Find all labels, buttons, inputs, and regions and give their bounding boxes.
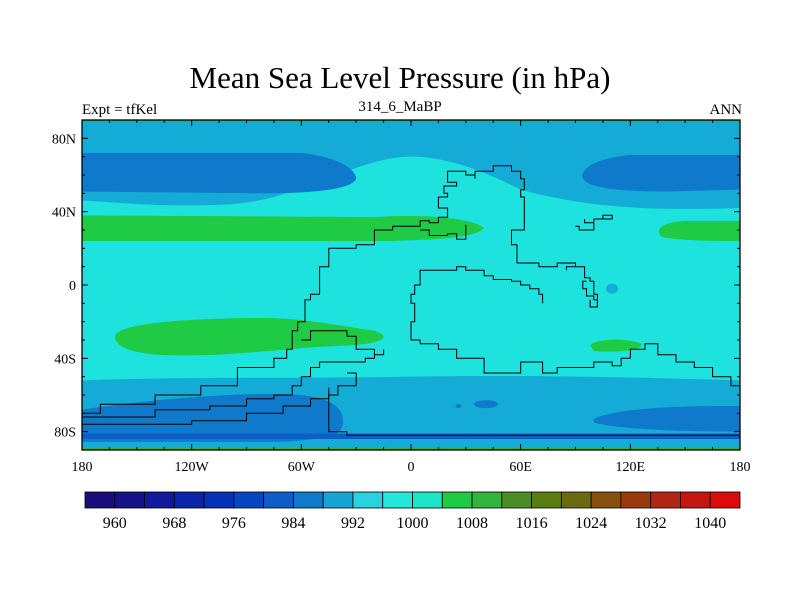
colorbar-label: 1016: [516, 515, 548, 532]
colorbar-swatch: [84, 491, 116, 509]
colorbar-label: 968: [162, 515, 186, 532]
low-cell-a: [473, 400, 498, 409]
chart-title: Mean Sea Level Pressure (in hPa): [189, 60, 611, 95]
colorbar-label: 960: [103, 515, 127, 532]
high-south-subtropical: [114, 318, 384, 356]
colorbar-swatch: [560, 491, 592, 509]
y-tick-label: 40S: [54, 352, 76, 367]
low-cell-tropical: [606, 283, 619, 294]
colorbar-swatch: [144, 491, 175, 509]
x-axis: 180 120W 60W 0 60E 120E 180: [72, 120, 751, 475]
x-tick-label: 120W: [175, 460, 210, 475]
colorbar-swatch: [650, 491, 681, 509]
x-tick-label: 60W: [288, 460, 316, 475]
high-north-east: [658, 220, 740, 241]
colorbar: 960 968 976 984 992 1000 1008 1016 1024 1032 1040: [84, 491, 741, 532]
colorbar-swatch: [471, 491, 503, 509]
colorbar-swatch: [412, 491, 443, 509]
low-cell-b: [455, 404, 462, 408]
colorbar-label: 1000: [397, 515, 429, 532]
high-north-subtropical: [82, 215, 485, 241]
colorbar-swatch: [441, 491, 473, 509]
colorbar-swatch: [501, 491, 532, 509]
colorbar-label: 1008: [456, 515, 488, 532]
colorbar-swatch: [531, 491, 562, 509]
coastline-segment: [328, 372, 740, 436]
experiment-label: Expt = tfKel: [82, 102, 158, 118]
colorbar-label: 1032: [635, 515, 667, 532]
colorbar-swatch: [203, 491, 235, 509]
colorbar-swatch: [114, 491, 145, 509]
coastline-segment: [420, 224, 467, 240]
high-south-east: [590, 339, 642, 352]
coastlines: [82, 165, 740, 436]
x-tick-label: 120E: [616, 460, 646, 475]
band-south-polar: [82, 433, 740, 439]
coastline-segment: [82, 387, 330, 425]
colorbar-label: 1024: [575, 515, 607, 532]
coastline-segment: [82, 244, 375, 417]
colorbar-label: 984: [281, 515, 305, 532]
colorbar-swatch: [709, 491, 741, 509]
x-tick-label: 180: [72, 460, 93, 475]
x-tick-label: 180: [730, 460, 751, 475]
coastline-segment: [410, 269, 740, 395]
coastline-segment: [582, 280, 598, 308]
period-label: 314_6_MaBP: [358, 99, 442, 115]
x-tick-label: 60E: [509, 460, 532, 475]
pressure-field: [82, 120, 740, 450]
low-south-east: [593, 406, 740, 432]
colorbar-swatch: [173, 491, 205, 509]
coastline-segment: [566, 262, 598, 307]
colorbar-swatch: [293, 491, 324, 509]
coastline-segment: [373, 165, 576, 271]
y-tick-label: 80N: [52, 132, 76, 147]
y-axis: 80N 40N 0 40S 80S: [52, 132, 740, 441]
colorbar-label: 976: [222, 515, 246, 532]
coastline-segment: [447, 266, 544, 304]
season-label: ANN: [709, 102, 743, 118]
colorbar-swatch: [263, 491, 294, 509]
colorbar-swatch: [382, 491, 413, 509]
colorbar-label: 992: [341, 515, 365, 532]
x-tick-label: 0: [408, 460, 415, 475]
colorbar-swatch: [620, 491, 652, 509]
low-north-pacific: [82, 153, 357, 194]
colorbar-label: 1040: [694, 515, 726, 532]
y-tick-label: 80S: [54, 426, 76, 441]
colorbar-swatch: [352, 491, 384, 509]
colorbar-swatch: [233, 491, 265, 509]
coastline-segment: [82, 330, 385, 425]
colorbar-swatch: [590, 491, 622, 509]
low-north-east: [582, 154, 740, 192]
coastline-segment: [575, 214, 613, 231]
colorbar-swatch: [322, 491, 354, 509]
y-tick-label: 40N: [52, 206, 76, 221]
colorbar-swatch: [680, 491, 711, 509]
y-tick-label: 0: [69, 279, 76, 294]
